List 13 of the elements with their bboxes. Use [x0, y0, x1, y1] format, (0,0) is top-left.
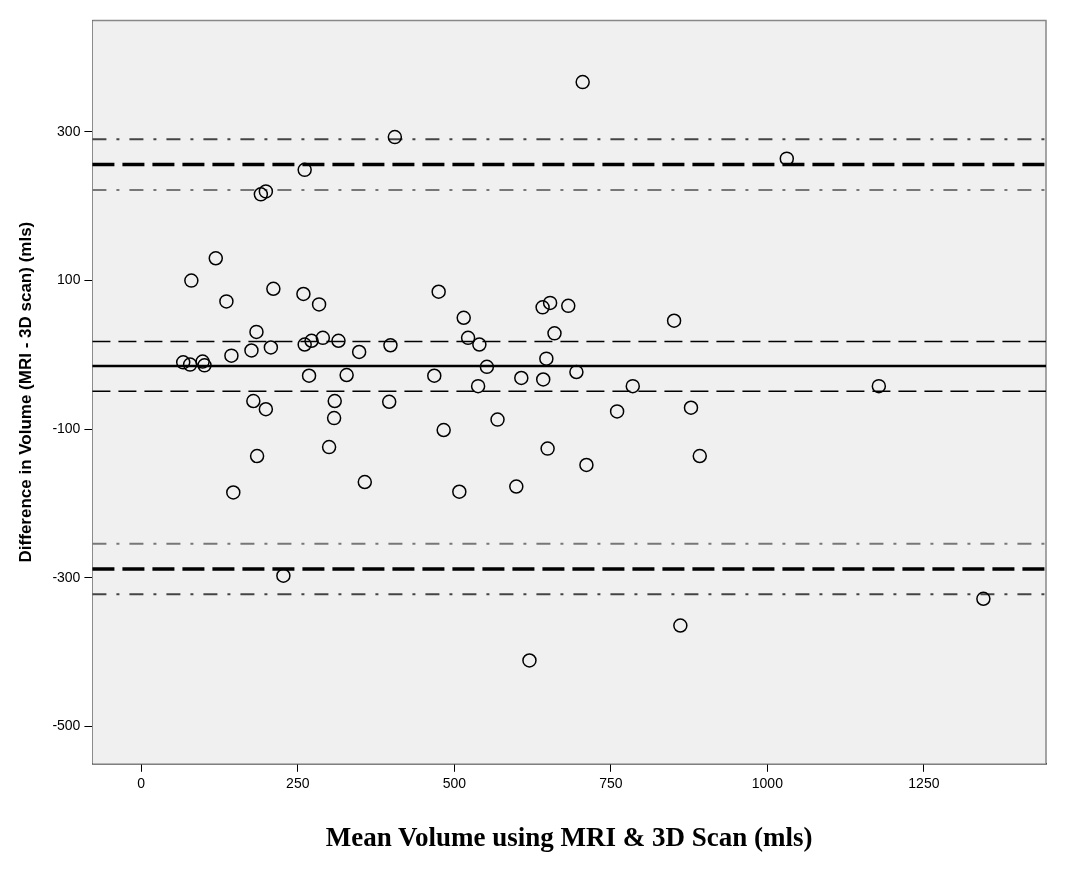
- x-axis-title: Mean Volume using MRI & 3D Scan (mls): [325, 821, 813, 852]
- x-tick-label: 0: [137, 775, 146, 792]
- y-tick-label: -300: [52, 568, 81, 585]
- x-tick-label: 1250: [908, 775, 940, 792]
- x-tick-label: 250: [286, 775, 310, 792]
- y-tick-label: -500: [52, 717, 81, 734]
- x-tick-label: 500: [442, 775, 467, 792]
- y-tick-label: 100: [57, 271, 81, 288]
- x-tick-label: 1000: [751, 775, 784, 792]
- y-axis-title: Difference in Volume (MRI - 3D scan) (mls): [15, 221, 35, 563]
- x-tick-label: 750: [599, 775, 623, 792]
- y-tick-label: 300: [57, 122, 81, 139]
- y-tick-label: -100: [52, 420, 81, 437]
